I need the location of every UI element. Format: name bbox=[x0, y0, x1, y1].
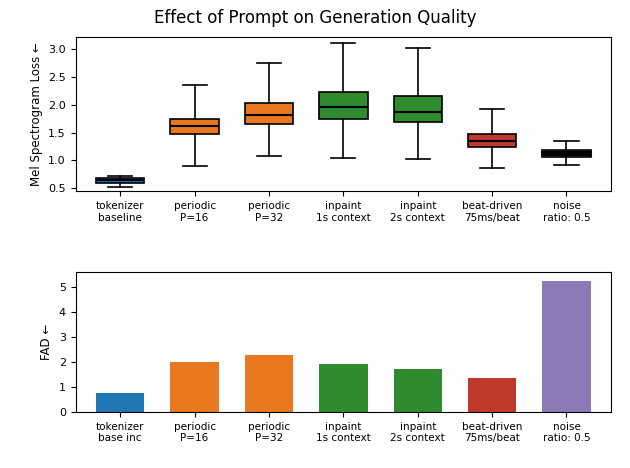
Bar bbox=[171, 362, 219, 412]
PathPatch shape bbox=[96, 178, 144, 183]
Y-axis label: FAD ←: FAD ← bbox=[40, 324, 53, 360]
Bar bbox=[96, 393, 144, 412]
Text: Effect of Prompt on Generation Quality: Effect of Prompt on Generation Quality bbox=[154, 9, 476, 27]
PathPatch shape bbox=[171, 118, 219, 134]
PathPatch shape bbox=[394, 96, 442, 123]
Bar bbox=[542, 281, 591, 412]
PathPatch shape bbox=[468, 134, 516, 146]
PathPatch shape bbox=[245, 103, 293, 124]
Bar bbox=[319, 364, 367, 412]
Y-axis label: Mel Spectrogram Loss ←: Mel Spectrogram Loss ← bbox=[30, 43, 43, 186]
PathPatch shape bbox=[319, 92, 367, 118]
Bar bbox=[245, 355, 293, 412]
Bar bbox=[468, 378, 516, 412]
Bar bbox=[394, 369, 442, 412]
PathPatch shape bbox=[542, 150, 591, 157]
